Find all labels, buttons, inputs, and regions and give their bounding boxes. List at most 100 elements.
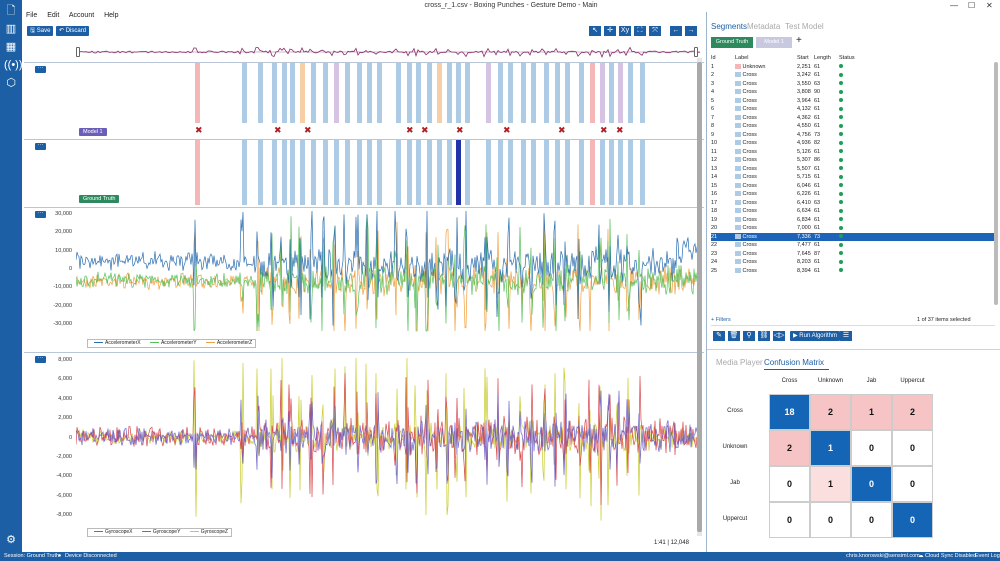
segment-bar[interactable] [272, 140, 277, 205]
fit-view-button[interactable]: ⛶ [634, 26, 646, 36]
col-start[interactable]: Start [797, 55, 809, 61]
table-row[interactable]: 24 Cross 8,203 61 [711, 258, 995, 267]
segment-bar[interactable] [544, 63, 549, 123]
segment-bar[interactable] [242, 140, 247, 205]
tab-test-model[interactable]: Test Model [785, 22, 824, 31]
segment-bar[interactable] [396, 63, 401, 123]
cube-icon[interactable]: ⬡ [6, 77, 16, 89]
matrix-cell[interactable]: 0 [851, 502, 892, 538]
maximize-icon[interactable]: ☐ [968, 1, 976, 10]
segment-bar[interactable] [311, 140, 316, 205]
matrix-cell[interactable]: 1 [810, 430, 851, 466]
segment-bar[interactable] [290, 63, 295, 123]
move-tool-button[interactable]: ✛ [604, 26, 616, 36]
table-row[interactable]: 16 Cross 6,226 61 [711, 190, 995, 199]
segment-bar[interactable] [521, 140, 526, 205]
range-handle-right[interactable] [694, 47, 698, 57]
nav-prev-button[interactable]: ← [670, 26, 682, 36]
segment-bar[interactable] [323, 63, 328, 123]
segment-bar[interactable] [628, 63, 633, 123]
segment-bar[interactable] [600, 140, 605, 205]
misclassified-marker-icon[interactable]: ✖ [195, 125, 203, 135]
link-icon[interactable]: ⛓ [758, 331, 770, 341]
tab-media-player[interactable]: Media Player [716, 358, 763, 367]
segment-bar[interactable] [590, 140, 595, 205]
segment-bar[interactable] [465, 140, 470, 205]
delete-icon[interactable]: 🗑 [728, 331, 740, 341]
segment-bar[interactable] [640, 140, 645, 205]
run-algorithm-button[interactable]: ▶ Run Algorithm [790, 331, 840, 341]
save-button[interactable]: 🖫 Save [27, 26, 54, 36]
table-row[interactable]: 25 Cross 8,394 61 [711, 267, 995, 276]
segment-bar[interactable] [544, 140, 549, 205]
col-label[interactable]: Label [735, 55, 749, 61]
discard-button[interactable]: ↶ Discard [56, 26, 90, 36]
edit-icon[interactable]: ✎ [713, 331, 725, 341]
segment-bar[interactable] [437, 63, 442, 123]
matrix-cell[interactable]: 0 [892, 502, 933, 538]
nav-next-button[interactable]: → [685, 26, 697, 36]
segment-bar[interactable] [300, 63, 305, 123]
table-row[interactable]: 17 Cross 6,410 63 [711, 199, 995, 208]
chip-ground-truth[interactable]: Ground Truth [711, 37, 753, 48]
segment-bar[interactable] [282, 140, 287, 205]
overview-signal[interactable] [76, 46, 700, 58]
col-id[interactable]: Id [711, 55, 716, 61]
model-segments[interactable]: ✖ ✖ ✖ ✖ ✖ ✖ ✖ ✖ ✖ ✖ [24, 63, 704, 140]
matrix-cell[interactable]: 18 [769, 394, 810, 430]
search-icon[interactable]: ⚲ [743, 331, 755, 341]
model-lane-menu-button[interactable]: ··· [35, 65, 46, 73]
table-row[interactable]: 7 Cross 4,362 61 [711, 114, 995, 123]
segment-bar[interactable] [565, 140, 570, 205]
segment-bar[interactable] [437, 140, 442, 205]
matrix-cell[interactable]: 0 [769, 466, 810, 502]
misclassified-marker-icon[interactable]: ✖ [600, 125, 608, 135]
segment-bar[interactable] [531, 140, 536, 205]
misclassified-marker-icon[interactable]: ✖ [558, 125, 566, 135]
chart-icon[interactable]: ▥ [5, 23, 17, 35]
list-icon[interactable]: ☰ [840, 331, 852, 341]
menu-file[interactable]: File [26, 12, 38, 19]
tab-confusion-matrix[interactable]: Confusion Matrix [764, 358, 825, 367]
split-icon[interactable]: ◁▷ [773, 331, 785, 341]
matrix-cell[interactable]: 0 [892, 430, 933, 466]
segment-bar[interactable] [300, 140, 305, 205]
segment-bar[interactable] [311, 63, 316, 123]
segment-bar[interactable] [427, 63, 432, 123]
segment-bar[interactable] [427, 140, 432, 205]
table-row[interactable]: 6 Cross 4,132 61 [711, 105, 995, 114]
accelerometer-plot[interactable] [76, 210, 700, 332]
tab-metadata[interactable]: Metadata [747, 22, 781, 31]
segment-bar[interactable] [618, 63, 623, 123]
table-row[interactable]: 4 Cross 3,808 90 [711, 88, 995, 97]
settings-icon[interactable]: ⚙ [6, 534, 16, 546]
table-row[interactable]: 12 Cross 5,307 86 [711, 156, 995, 165]
misclassified-marker-icon[interactable]: ✖ [304, 125, 312, 135]
event-log-link[interactable]: Event Log [975, 553, 1000, 559]
table-row[interactable]: 14 Cross 5,715 61 [711, 173, 995, 182]
table-row[interactable]: 1 Unknown 2,251 61 [711, 63, 995, 72]
segment-bar[interactable] [195, 140, 200, 205]
segment-bar[interactable] [282, 63, 287, 123]
segment-bar[interactable] [640, 63, 645, 123]
segment-bar[interactable] [456, 140, 461, 205]
add-chip-button[interactable]: + [796, 35, 802, 46]
table-row[interactable]: 3 Cross 3,550 63 [711, 80, 995, 89]
minimize-icon[interactable]: — [950, 1, 958, 10]
segment-bar[interactable] [377, 63, 382, 123]
matrix-cell[interactable]: 1 [810, 466, 851, 502]
table-row[interactable]: 8 Cross 4,550 61 [711, 122, 995, 131]
table-row[interactable]: 11 Cross 5,126 61 [711, 148, 995, 157]
segment-bar[interactable] [195, 63, 200, 123]
matrix-cell[interactable]: 0 [892, 466, 933, 502]
table-row[interactable]: 10 Cross 4,936 82 [711, 139, 995, 148]
misclassified-marker-icon[interactable]: ✖ [456, 125, 464, 135]
table-row[interactable]: 13 Cross 5,507 61 [711, 165, 995, 174]
segment-bar[interactable] [628, 140, 633, 205]
segment-bar[interactable] [508, 140, 513, 205]
segment-bar[interactable] [609, 140, 614, 205]
segment-bar[interactable] [367, 63, 372, 123]
close-icon[interactable]: ✕ [986, 1, 993, 10]
segment-bar[interactable] [416, 140, 421, 205]
matrix-cell[interactable]: 2 [769, 430, 810, 466]
